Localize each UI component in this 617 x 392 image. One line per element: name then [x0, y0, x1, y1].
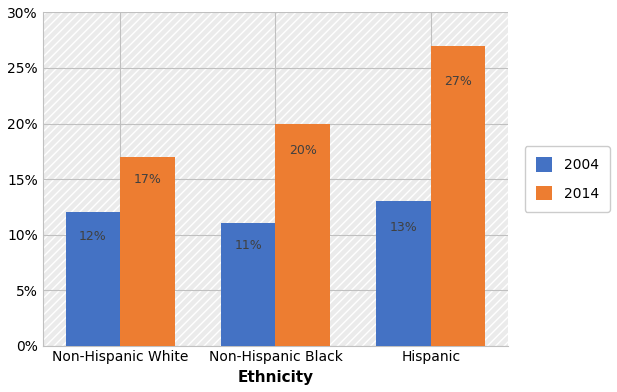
- Bar: [120, 157, 175, 346]
- Legend: 2004, 2014: 2004, 2014: [524, 146, 610, 212]
- Text: 11%: 11%: [234, 239, 262, 252]
- Text: 17%: 17%: [133, 173, 161, 186]
- Bar: [66, 212, 120, 346]
- Text: 12%: 12%: [79, 230, 107, 243]
- Bar: [221, 223, 275, 346]
- Text: 20%: 20%: [289, 143, 317, 157]
- Text: 13%: 13%: [390, 221, 418, 234]
- Bar: [275, 123, 330, 346]
- Bar: [431, 46, 485, 346]
- X-axis label: Ethnicity: Ethnicity: [238, 370, 313, 385]
- Text: 27%: 27%: [444, 75, 472, 88]
- Bar: [376, 201, 431, 346]
